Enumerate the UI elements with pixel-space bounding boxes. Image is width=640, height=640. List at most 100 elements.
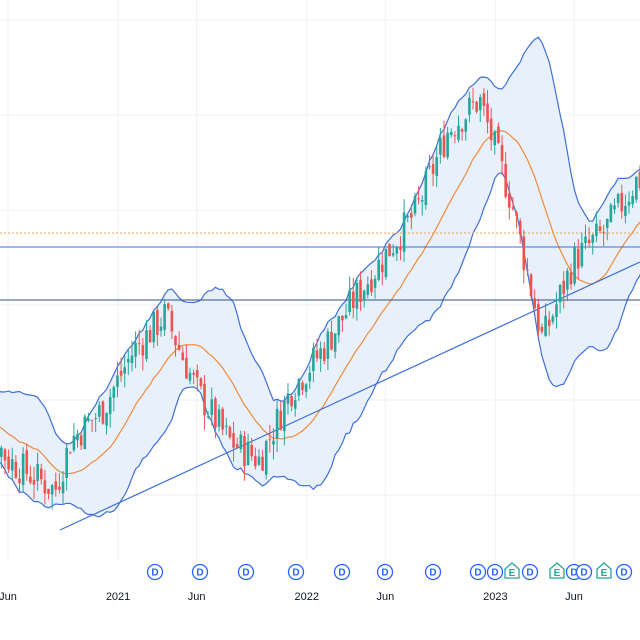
candle-body <box>119 370 123 376</box>
candle <box>616 192 620 208</box>
candle <box>257 449 261 467</box>
candle-body <box>598 226 602 231</box>
dividend-marker[interactable]: D <box>287 563 305 581</box>
candle <box>388 243 391 257</box>
candle-body <box>388 243 391 257</box>
candle-body <box>54 481 58 490</box>
candle-body <box>562 280 566 295</box>
candle-body <box>442 135 446 157</box>
candle-body <box>344 314 348 319</box>
candle <box>351 277 355 319</box>
candle <box>475 100 478 114</box>
candle <box>377 247 380 282</box>
candle <box>228 425 232 440</box>
candle-body <box>417 198 420 200</box>
candle <box>573 242 576 286</box>
dividend-marker[interactable]: D <box>237 563 255 581</box>
dividend-marker[interactable]: D <box>146 563 164 581</box>
candle <box>192 369 195 385</box>
candle-body <box>290 395 293 407</box>
candle <box>199 377 203 390</box>
candle <box>446 126 449 160</box>
candle-body <box>420 200 424 202</box>
candle-body <box>159 326 163 331</box>
candle-body <box>243 435 246 467</box>
candle <box>591 233 595 255</box>
candle-body <box>337 316 341 336</box>
candle-body <box>555 304 558 318</box>
candle <box>312 342 315 383</box>
candle-body <box>631 196 634 205</box>
candle-body <box>188 372 192 381</box>
dividend-marker[interactable]: D <box>191 563 209 581</box>
candle-body <box>533 298 536 309</box>
candle <box>504 152 507 199</box>
candle <box>518 217 522 244</box>
candle-body <box>362 290 366 301</box>
candle-body <box>547 319 551 326</box>
candle <box>576 239 580 280</box>
candle-body <box>431 164 435 174</box>
candle <box>279 401 283 431</box>
earnings-marker[interactable]: E <box>596 562 612 579</box>
marker-label: D <box>242 568 249 579</box>
dividend-marker[interactable]: D <box>615 563 633 581</box>
candle-body <box>145 330 148 360</box>
earnings-marker[interactable]: E <box>504 562 520 579</box>
candle-body <box>449 132 453 136</box>
candle <box>333 333 337 359</box>
candle-body <box>246 441 250 465</box>
candle <box>453 131 457 144</box>
candle-body <box>377 259 380 280</box>
candle <box>605 218 609 241</box>
dividend-marker[interactable]: D <box>486 563 504 581</box>
dividend-marker[interactable]: D <box>376 563 394 581</box>
candle-body <box>112 387 116 398</box>
candle <box>500 135 504 175</box>
earnings-marker[interactable]: E <box>549 562 565 579</box>
dividend-marker[interactable]: D <box>521 563 539 581</box>
candle-body <box>359 279 362 303</box>
x-tick-label: Jun <box>376 591 394 603</box>
candle <box>497 122 500 144</box>
candle <box>134 331 137 369</box>
candle-body <box>370 279 373 293</box>
candle <box>493 129 497 155</box>
candle-body <box>634 176 638 200</box>
dividend-marker[interactable]: D <box>575 563 593 581</box>
candle-body <box>181 352 185 361</box>
candle <box>370 270 373 296</box>
candle <box>261 449 264 471</box>
candle-body <box>315 350 319 359</box>
dividend-marker[interactable]: D <box>424 563 442 581</box>
candle <box>14 455 18 480</box>
dividend-marker[interactable]: D <box>333 563 351 581</box>
candle-body <box>330 332 333 350</box>
candle <box>50 483 54 510</box>
candle-body <box>624 205 627 216</box>
candle-body <box>587 239 591 244</box>
candle <box>224 417 228 435</box>
candle-body <box>366 284 370 295</box>
candle-body <box>293 400 297 409</box>
candle-body <box>504 164 507 197</box>
candle-body <box>43 480 47 494</box>
dividend-marker[interactable]: D <box>469 563 487 581</box>
candle-body <box>268 439 272 441</box>
candle <box>587 227 591 248</box>
candle-body <box>493 131 497 146</box>
candle <box>580 232 584 269</box>
candle-body <box>275 408 279 439</box>
candle-body <box>537 304 540 331</box>
candle-body <box>475 101 478 112</box>
candle-body <box>32 479 36 485</box>
candle-body <box>457 125 460 140</box>
marker-label: D <box>429 568 436 579</box>
candle-body <box>257 456 261 465</box>
x-tick-label: 2022 <box>294 591 318 603</box>
marker-label: D <box>620 568 627 579</box>
candle-body <box>254 456 257 467</box>
candle <box>566 267 569 302</box>
candle <box>170 304 174 340</box>
